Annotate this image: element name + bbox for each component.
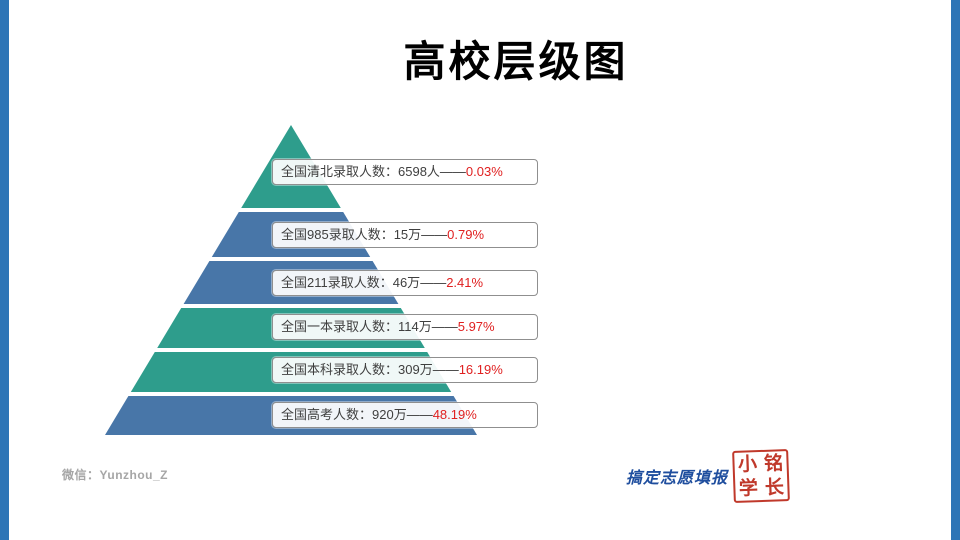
right-edge-bar: [951, 0, 960, 540]
layer-label-text: 全国本科录取人数：309万: [281, 362, 433, 377]
wechat-label: 微信：: [62, 468, 100, 482]
layer-label-985: 全国985录取人数：15万——0.79%: [272, 222, 538, 248]
layer-label-gaokao: 全国高考人数：920万——48.19%: [272, 402, 538, 428]
layer-dash: ——: [439, 164, 466, 179]
layer-percent: 0.03%: [465, 164, 503, 179]
left-edge-bar: [0, 0, 9, 540]
layer-label-211: 全国211录取人数：46万——2.41%: [272, 270, 538, 296]
layer-label-qingbei: 全国清北录取人数：6598人——0.03%: [272, 159, 538, 185]
layer-dash: ——: [432, 362, 459, 377]
layer-percent: 0.79%: [447, 227, 485, 242]
layer-percent: 16.19%: [458, 362, 503, 377]
page-title-text: 高校层级图: [403, 38, 629, 85]
seal-char: 小: [737, 452, 758, 476]
layer-dash: ——: [406, 407, 433, 422]
wechat-watermark: 微信：Yunzhou_Z: [62, 466, 168, 483]
layer-dash: ——: [421, 227, 448, 242]
layer-label-text: 全国高考人数：920万: [281, 407, 407, 422]
layer-dash: ——: [431, 319, 458, 334]
seal-char: 铭: [763, 451, 784, 475]
seal-char: 学: [738, 476, 759, 500]
layer-label-text: 全国清北录取人数：6598人: [281, 164, 440, 179]
seal-char: 长: [764, 475, 785, 499]
layer-percent: 2.41%: [446, 275, 484, 290]
wechat-id: Yunzhou_Z: [99, 468, 169, 482]
slogan-text: 搞定志愿填报: [626, 468, 729, 487]
layer-label-text: 全国985录取人数：15万: [281, 227, 422, 242]
seal-stamp: 小 铭 学 长: [732, 449, 790, 503]
layer-label-text: 全国211录取人数：46万: [281, 275, 421, 290]
layer-percent: 48.19%: [432, 407, 477, 422]
layer-label-text: 全国一本录取人数：114万: [281, 319, 432, 334]
layer-percent: 5.97%: [457, 319, 495, 334]
layer-label-yiben: 全国一本录取人数：114万——5.97%: [272, 314, 538, 340]
layer-label-benke: 全国本科录取人数：309万——16.19%: [272, 357, 538, 383]
page-title: 高校层级图: [0, 28, 960, 89]
layer-dash: ——: [420, 275, 447, 290]
